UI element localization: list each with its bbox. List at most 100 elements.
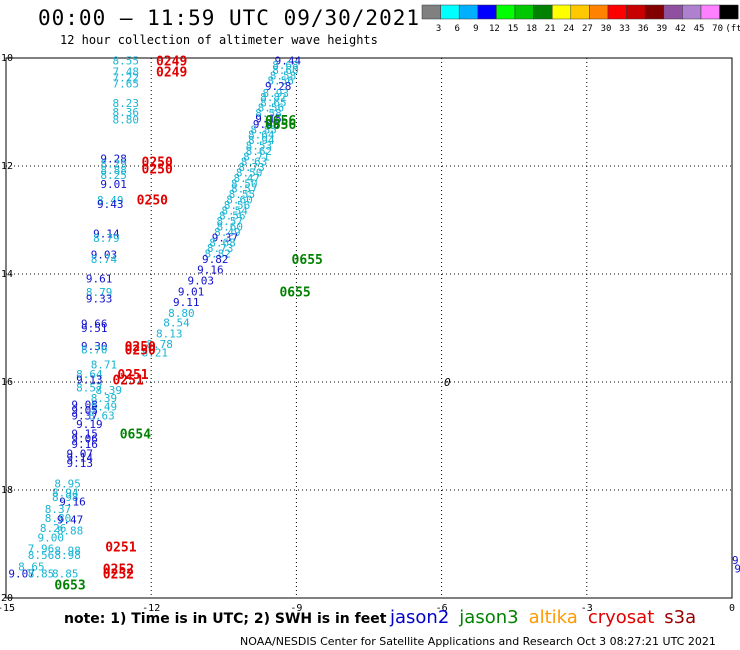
swh-label: 8.82	[204, 247, 231, 260]
swh-label: 9.14	[67, 452, 94, 465]
time-label: 0654	[120, 427, 151, 442]
x-tick-label: -6	[436, 603, 448, 614]
swh-label: 8.71	[91, 359, 118, 372]
swh-label: 8.39	[91, 392, 118, 405]
swh-label: 8.49	[214, 226, 241, 239]
swh-label: 8.60	[272, 64, 299, 77]
colorbar-swatch	[719, 4, 739, 20]
swh-label: 9.	[732, 554, 740, 567]
swh-label: 9.13	[67, 457, 94, 470]
swh-label: 9.66	[81, 318, 108, 331]
swh-label: 8.56	[219, 210, 246, 223]
swh-label: 9.01	[100, 178, 127, 191]
y-tick-label: -12	[0, 161, 13, 172]
colorbar-label: 24	[563, 24, 574, 34]
time-label: 0251	[117, 368, 148, 383]
swh-label: 8.60	[226, 193, 253, 206]
satellite-legend: jason2 jason3 altika cryosat s3a	[390, 607, 706, 628]
x-tick-label: -3	[581, 603, 593, 614]
colorbar-label: 45	[694, 24, 705, 34]
x-tick-label: 0	[729, 603, 735, 614]
swh-label: 8.85	[52, 568, 78, 581]
swh-label: 9.00	[37, 532, 64, 545]
swh-label: 8.74	[91, 253, 118, 266]
time-label: 0655	[279, 285, 310, 300]
swh-label: 9.11	[173, 296, 200, 309]
swh-label: 8.55	[112, 55, 139, 68]
swh-label: 8.50	[231, 177, 258, 190]
swh-label: 8.49	[97, 194, 124, 207]
time-label: 0656	[265, 118, 296, 133]
swh-label: 8.80	[45, 512, 72, 525]
swh-label: 8.64	[76, 368, 103, 381]
swh-label: 8.80	[112, 114, 139, 127]
time-label: 0250	[142, 163, 173, 178]
swh-label: 8.78	[146, 338, 173, 351]
swh-label: 9.15	[71, 427, 98, 440]
swh-label: 8.29	[100, 157, 127, 170]
swh-label: 8.60	[217, 220, 244, 233]
y-tick-label: -10	[0, 53, 13, 64]
swh-label: 8.13	[156, 327, 183, 340]
swh-label: 8.49	[91, 400, 118, 413]
swh-label: 9.28	[265, 80, 292, 93]
time-label: 0656	[265, 114, 296, 129]
swh-label: 8.71	[243, 150, 270, 163]
swh-label: 9.82	[202, 253, 229, 266]
plot-frame	[5, 57, 733, 599]
swh-label: 8.50	[236, 166, 263, 179]
x-tick-label: -9	[290, 603, 302, 614]
swh-label: 8.88	[57, 525, 84, 538]
swh-label: 9.05	[71, 404, 98, 417]
note-text: note: 1) Time is in UTC; 2) SWH is in fe…	[64, 611, 387, 627]
legend-altika: altika	[528, 607, 578, 628]
swh-layer: 8.557.487.227.658.238.368.809.288.298.88…	[8, 55, 740, 581]
swh-label: 8.79	[86, 286, 113, 299]
swh-label: 8.98	[52, 491, 78, 504]
swh-label: 8.55	[229, 188, 256, 201]
legend-jason2: jason2	[390, 607, 450, 628]
swh-label: 8.58	[255, 107, 282, 120]
swh-label: 8.94	[248, 134, 275, 147]
time-label: 0653	[54, 579, 85, 594]
colorbar-label: 21	[545, 24, 556, 34]
swh-label: 9.	[734, 562, 740, 575]
swh-label: 8.63	[88, 409, 115, 422]
swh-label: 8.56	[258, 102, 285, 115]
marker-label: 0	[444, 376, 451, 389]
swh-label: 9.07	[8, 568, 34, 581]
legend-cryosat: cryosat	[587, 607, 655, 628]
swh-label: 8.23	[112, 97, 139, 110]
time-layer: 0249024902500250025002500250025102510251…	[54, 55, 322, 594]
swh-label: 8.53	[246, 139, 273, 152]
chart-title: 00:00 — 11:59 UTC 09/30/2021	[38, 6, 421, 30]
y-tick-label: -14	[0, 269, 13, 280]
swh-label: 8.39	[96, 384, 123, 397]
time-label: 0251	[105, 541, 136, 556]
legend-jason3: jason3	[459, 607, 519, 628]
swh-label: 9.51	[81, 322, 108, 335]
swh-label: 9.45	[253, 118, 280, 131]
swh-label: 8.47	[233, 172, 259, 185]
swh-label: 8.73	[207, 242, 234, 255]
colorbar-label: 27	[582, 24, 593, 34]
swh-label: 9.07	[67, 447, 94, 460]
time-label: 0252	[103, 568, 134, 583]
time-label: 0250	[137, 193, 168, 208]
x-tick-label: -15	[0, 603, 15, 614]
swh-label: 7.22	[112, 71, 139, 84]
colorbar-label: 36	[638, 24, 649, 34]
swh-label: 7.65	[112, 77, 139, 90]
swh-label: 8.85	[28, 568, 54, 581]
swh-label: 9.37	[212, 231, 239, 244]
swh-label: 8.65	[260, 96, 287, 109]
swh-label: 8.68	[209, 237, 236, 250]
swh-label: 9.16	[197, 264, 224, 277]
colorbar-label: 9	[473, 24, 478, 34]
swh-label: 9.19	[76, 418, 103, 431]
colorbar-label: (ft)	[725, 24, 740, 34]
swh-label: 9.33	[86, 292, 113, 305]
swh-label: 8.65	[18, 561, 44, 574]
swh-label: 9.06	[71, 433, 98, 446]
swh-label: 8.25	[100, 169, 127, 182]
